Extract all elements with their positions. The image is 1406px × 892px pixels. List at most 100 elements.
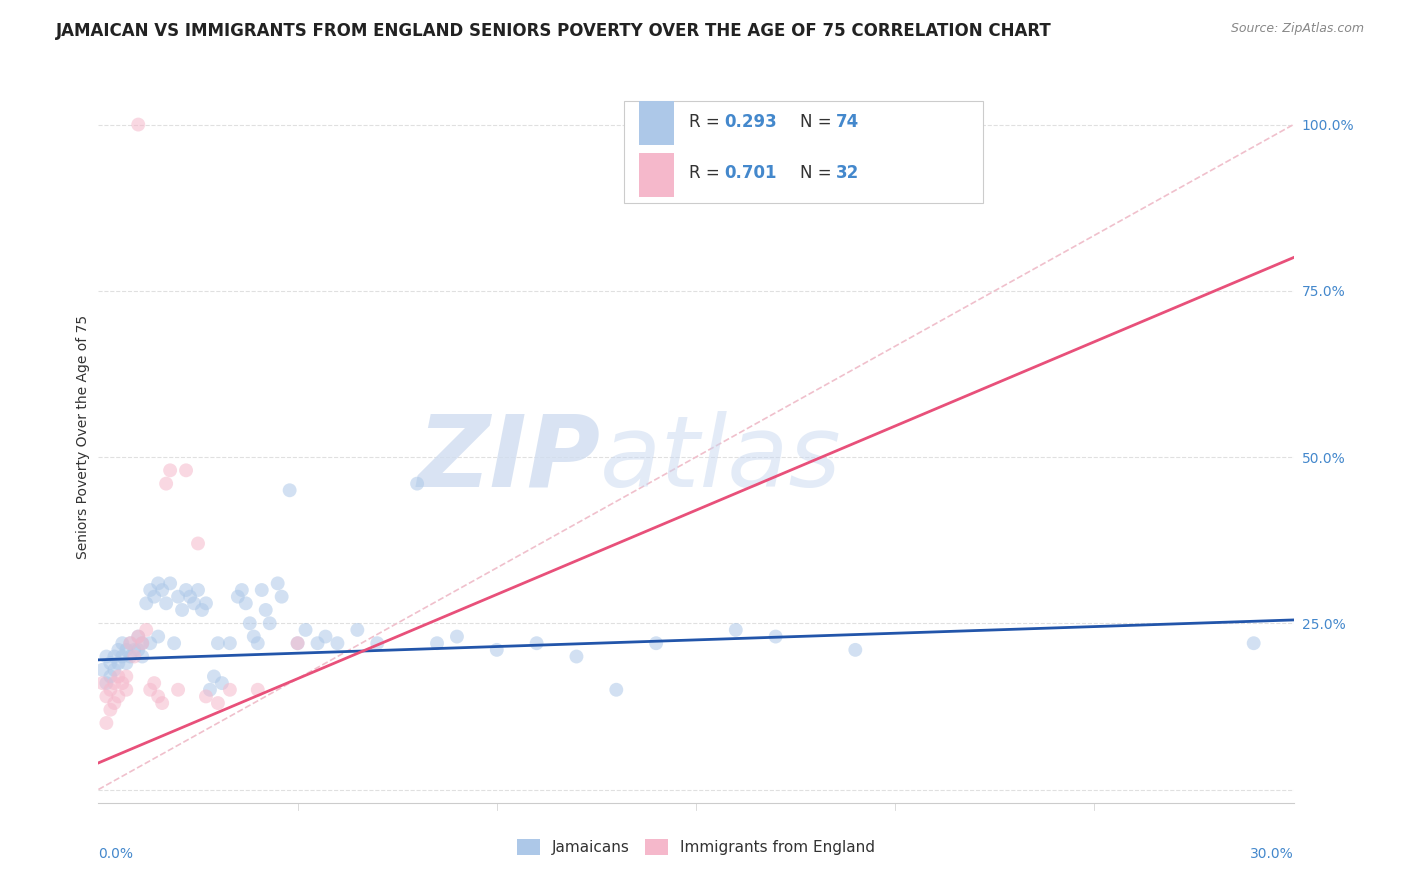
Point xyxy=(143,676,166,690)
Point xyxy=(267,576,290,591)
Point xyxy=(270,590,292,604)
Point xyxy=(294,623,316,637)
Bar xyxy=(638,153,675,196)
Text: N =: N = xyxy=(800,113,837,131)
Point xyxy=(174,582,197,597)
Point xyxy=(131,636,153,650)
Point xyxy=(315,630,337,644)
Text: 74: 74 xyxy=(835,113,859,131)
Point xyxy=(163,636,186,650)
Text: 32: 32 xyxy=(835,164,859,182)
Point xyxy=(235,596,257,610)
Text: Source: ZipAtlas.com: Source: ZipAtlas.com xyxy=(1230,22,1364,36)
Text: R =: R = xyxy=(689,113,725,131)
Point xyxy=(446,630,468,644)
Point xyxy=(98,682,122,697)
Point xyxy=(167,590,190,604)
Point xyxy=(103,676,125,690)
Point xyxy=(195,596,218,610)
Point xyxy=(183,596,205,610)
Point xyxy=(115,669,138,683)
Bar xyxy=(638,102,675,145)
Point xyxy=(159,463,181,477)
Point xyxy=(605,682,627,697)
Point xyxy=(96,690,118,704)
Text: R =: R = xyxy=(689,164,725,182)
Point xyxy=(120,636,142,650)
Point xyxy=(127,643,149,657)
Y-axis label: Seniors Poverty Over the Age of 75: Seniors Poverty Over the Age of 75 xyxy=(76,315,90,559)
Point xyxy=(406,476,429,491)
Point xyxy=(207,696,229,710)
Point xyxy=(139,582,162,597)
Point xyxy=(254,603,277,617)
Point xyxy=(259,616,281,631)
Point xyxy=(219,682,242,697)
Point xyxy=(326,636,349,650)
Point xyxy=(155,596,177,610)
Point xyxy=(115,656,138,670)
Point xyxy=(139,682,162,697)
Legend: Jamaicans, Immigrants from England: Jamaicans, Immigrants from England xyxy=(510,833,882,861)
Point xyxy=(844,643,866,657)
Text: 0.0%: 0.0% xyxy=(98,847,134,861)
Point xyxy=(219,636,242,650)
Point xyxy=(150,696,173,710)
Point xyxy=(98,669,122,683)
Point xyxy=(198,682,221,697)
Point xyxy=(226,590,249,604)
Point xyxy=(96,716,118,731)
Point xyxy=(191,603,214,617)
Point xyxy=(96,649,118,664)
Text: N =: N = xyxy=(800,164,837,182)
Point xyxy=(148,576,170,591)
Point xyxy=(127,630,149,644)
Point xyxy=(98,703,122,717)
Point xyxy=(231,582,253,597)
Point xyxy=(287,636,309,650)
Point xyxy=(115,643,138,657)
Point xyxy=(485,643,508,657)
Point xyxy=(91,663,114,677)
Point xyxy=(167,682,190,697)
Point xyxy=(111,649,134,664)
Point xyxy=(366,636,388,650)
Point xyxy=(148,630,170,644)
Point xyxy=(124,649,146,664)
Point xyxy=(155,476,177,491)
Point xyxy=(765,630,787,644)
Text: 0.701: 0.701 xyxy=(724,164,778,182)
Point xyxy=(287,636,309,650)
Text: JAMAICAN VS IMMIGRANTS FROM ENGLAND SENIORS POVERTY OVER THE AGE OF 75 CORRELATI: JAMAICAN VS IMMIGRANTS FROM ENGLAND SENI… xyxy=(56,22,1052,40)
Point xyxy=(246,636,269,650)
Point xyxy=(135,596,157,610)
Point xyxy=(174,463,197,477)
Point xyxy=(202,669,225,683)
Point xyxy=(159,576,181,591)
Point xyxy=(107,656,129,670)
Point xyxy=(172,603,194,617)
FancyBboxPatch shape xyxy=(624,101,983,203)
Point xyxy=(111,676,134,690)
Text: 0.293: 0.293 xyxy=(724,113,778,131)
Point xyxy=(111,636,134,650)
Point xyxy=(127,630,149,644)
Point xyxy=(187,582,209,597)
Point xyxy=(131,636,153,650)
Point xyxy=(526,636,548,650)
Point xyxy=(239,616,262,631)
Point xyxy=(143,590,166,604)
Point xyxy=(124,643,146,657)
Point xyxy=(120,649,142,664)
Point xyxy=(179,590,201,604)
Point xyxy=(645,636,668,650)
Point xyxy=(195,690,218,704)
Point xyxy=(278,483,301,498)
Point xyxy=(107,690,129,704)
Point xyxy=(148,690,170,704)
Point xyxy=(243,630,266,644)
Point xyxy=(307,636,329,650)
Point xyxy=(135,623,157,637)
Point xyxy=(91,676,114,690)
Point xyxy=(127,118,149,132)
